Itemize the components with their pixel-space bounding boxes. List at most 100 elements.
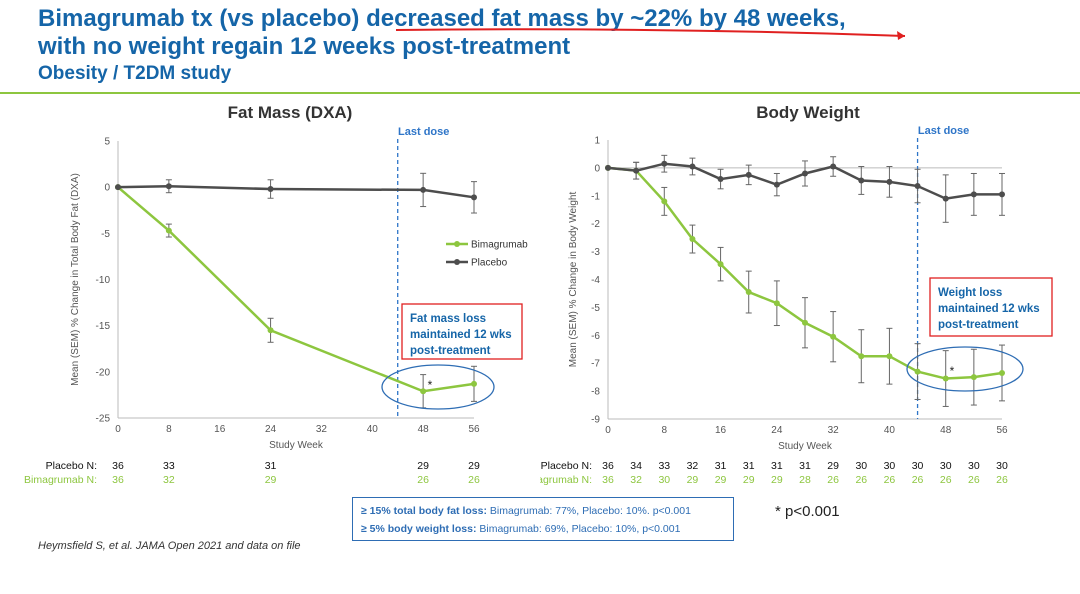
data-point-placebo bbox=[605, 164, 611, 171]
n-table-bimagrumab-label: Bimagrumab N: bbox=[24, 474, 97, 486]
data-point-bimagrumab bbox=[942, 375, 949, 382]
pvalue-note: * p<0.001 bbox=[775, 503, 840, 520]
data-point-bimagrumab bbox=[717, 261, 724, 268]
citation: Heymsfield S, et al. JAMA Open 2021 and … bbox=[38, 540, 301, 552]
callout-text: post-treatment bbox=[410, 345, 491, 357]
data-point-placebo bbox=[802, 170, 808, 177]
n-table-bimagrumab-value: 32 bbox=[163, 474, 175, 486]
data-point-placebo bbox=[858, 177, 865, 184]
y-tick-label: 0 bbox=[104, 183, 110, 194]
x-tick-label: 16 bbox=[214, 424, 226, 435]
y-tick-label: 5 bbox=[104, 137, 110, 148]
n-table-placebo-value: 29 bbox=[827, 460, 839, 472]
n-table-placebo-value: 30 bbox=[940, 460, 952, 472]
chart-title: Body Weight bbox=[756, 103, 860, 122]
data-point-placebo bbox=[717, 176, 724, 183]
significance-star: * bbox=[950, 364, 955, 378]
n-table-placebo-value: 33 bbox=[658, 460, 670, 472]
title-part2: decreased fat mass by ~22% by 48 weeks, bbox=[366, 5, 846, 32]
x-tick-label: 48 bbox=[418, 424, 430, 435]
x-axis-label: Study Week bbox=[778, 441, 833, 452]
x-tick-label: 32 bbox=[316, 424, 328, 435]
n-table-bimagrumab-value: 26 bbox=[912, 474, 924, 486]
data-point-bimagrumab bbox=[914, 368, 921, 375]
chart-title: Fat Mass (DXA) bbox=[228, 103, 353, 122]
data-point-placebo bbox=[165, 183, 172, 190]
data-point-bimagrumab bbox=[999, 369, 1005, 376]
data-point-placebo bbox=[886, 178, 893, 185]
x-tick-label: 56 bbox=[468, 424, 480, 435]
stat-weight-loss-text: Bimagrumab: 69%, Placebo: 10%, p<0.001 bbox=[476, 523, 681, 535]
n-table-placebo-value: 29 bbox=[468, 460, 480, 472]
n-table-placebo-label: Placebo N: bbox=[46, 460, 97, 472]
data-point-bimagrumab bbox=[420, 388, 427, 395]
n-table-placebo-value: 36 bbox=[112, 460, 124, 472]
fat-mass-chart: Fat Mass (DXA) 5 0 -5 -10 -15 -20 -25 0 8 16 24 32 40… bbox=[24, 103, 528, 486]
data-point-bimagrumab bbox=[802, 319, 808, 326]
series-line-bimagrumab bbox=[117, 186, 475, 393]
data-point-placebo bbox=[914, 183, 921, 190]
data-point-placebo bbox=[745, 171, 752, 178]
data-point-placebo bbox=[267, 186, 274, 193]
x-tick-label: 40 bbox=[884, 425, 896, 436]
n-table-bimagrumab-value: 26 bbox=[827, 474, 839, 486]
n-table-placebo-value: 36 bbox=[602, 460, 614, 472]
stat-fat-loss-text: Bimagrumab: 77%, Placebo: 10%. p<0.001 bbox=[486, 505, 691, 517]
header-divider bbox=[0, 92, 1080, 94]
x-axis-label: Study Week bbox=[269, 440, 324, 451]
data-point-placebo bbox=[420, 186, 427, 193]
n-table-placebo-value: 31 bbox=[743, 460, 755, 472]
data-point-bimagrumab bbox=[773, 300, 780, 307]
y-tick-label: -5 bbox=[101, 229, 110, 240]
data-point-placebo bbox=[689, 163, 696, 170]
highlight-ellipse bbox=[381, 364, 495, 410]
data-point-bimagrumab bbox=[165, 227, 172, 234]
red-underline-arrow bbox=[395, 28, 906, 40]
y-tick-label: -2 bbox=[591, 219, 600, 230]
callout-box bbox=[929, 277, 1053, 337]
y-tick-label: -4 bbox=[591, 275, 600, 286]
n-table-placebo-value: 34 bbox=[630, 460, 642, 472]
y-axis-label: Mean (SEM) % Change in Body Weight bbox=[568, 192, 579, 368]
n-table-bimagrumab-value: 26 bbox=[468, 474, 480, 486]
data-point-bimagrumab bbox=[661, 198, 668, 205]
data-point-placebo bbox=[830, 163, 837, 170]
y-tick-label: -8 bbox=[591, 387, 600, 398]
x-tick-label: 32 bbox=[828, 425, 840, 436]
n-table-placebo-value: 30 bbox=[996, 460, 1008, 472]
y-tick-label: -6 bbox=[591, 331, 600, 342]
data-point-placebo bbox=[633, 167, 640, 174]
data-point-bimagrumab bbox=[689, 236, 696, 243]
callout-box bbox=[401, 303, 523, 360]
n-table-bimagrumab-value: 29 bbox=[687, 474, 699, 486]
slide-subtitle: Obesity / T2DM study bbox=[38, 63, 232, 84]
y-tick-label: -10 bbox=[96, 275, 111, 286]
y-tick-label: -25 bbox=[96, 414, 111, 425]
n-table-bimagrumab-value: 26 bbox=[855, 474, 867, 486]
n-table-bimagrumab-value: 29 bbox=[715, 474, 727, 486]
n-table-bimagrumab-value: 28 bbox=[799, 474, 811, 486]
legend-marker bbox=[454, 259, 460, 265]
data-point-placebo bbox=[999, 191, 1005, 198]
data-point-placebo bbox=[471, 194, 477, 201]
n-table-bimagrumab-value: 26 bbox=[968, 474, 980, 486]
n-table-placebo-value: 30 bbox=[968, 460, 980, 472]
last-dose-label: Last dose bbox=[918, 125, 969, 137]
y-tick-label: -20 bbox=[96, 367, 111, 378]
n-table-bimagrumab-value: 29 bbox=[771, 474, 783, 486]
data-point-bimagrumab bbox=[970, 374, 977, 381]
n-table-placebo-value: 31 bbox=[265, 460, 277, 472]
n-table-bimagrumab-value: 26 bbox=[996, 474, 1008, 486]
n-table-bimagrumab-label: Bimagrumab N: bbox=[540, 474, 592, 486]
n-table-placebo-value: 30 bbox=[912, 460, 924, 472]
x-tick-label: 16 bbox=[715, 425, 727, 436]
n-table-bimagrumab-value: 29 bbox=[743, 474, 755, 486]
y-tick-label: -3 bbox=[591, 247, 600, 258]
callout-text: post-treatment bbox=[938, 319, 1019, 331]
n-table-placebo-value: 33 bbox=[163, 460, 175, 472]
highlight-ellipse bbox=[906, 346, 1024, 392]
significance-star: * bbox=[428, 378, 433, 392]
n-table-placebo-value: 30 bbox=[884, 460, 896, 472]
data-point-bimagrumab bbox=[267, 327, 274, 334]
n-table-bimagrumab-value: 32 bbox=[630, 474, 642, 486]
